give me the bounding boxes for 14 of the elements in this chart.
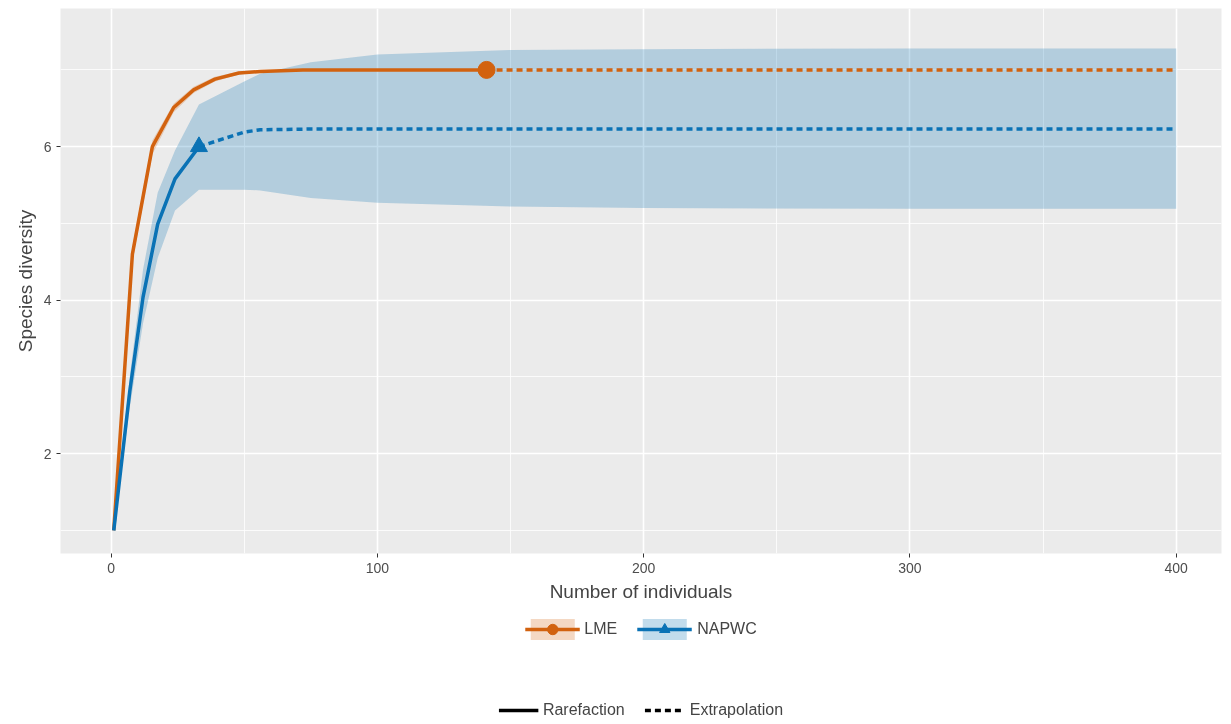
y-tick-label: 4	[43, 292, 52, 309]
y-tick-label: 6	[43, 138, 52, 155]
x-tick-label: 0	[107, 559, 116, 576]
y-tick-label: 2	[43, 445, 52, 462]
legend-label: LME	[584, 620, 618, 638]
text: Extrapolation	[689, 701, 784, 719]
x-tick-label: 200	[631, 559, 656, 576]
text: Rarefaction	[542, 701, 625, 719]
y-axis-title: Species diversity	[14, 209, 36, 353]
legend-label: NAPWC	[697, 620, 757, 638]
x-tick-label: 400	[1164, 559, 1189, 576]
x-tick-label: 300	[898, 559, 922, 576]
x-axis-title: Number of individuals	[549, 580, 733, 602]
x-tick-label: 100	[365, 559, 390, 576]
